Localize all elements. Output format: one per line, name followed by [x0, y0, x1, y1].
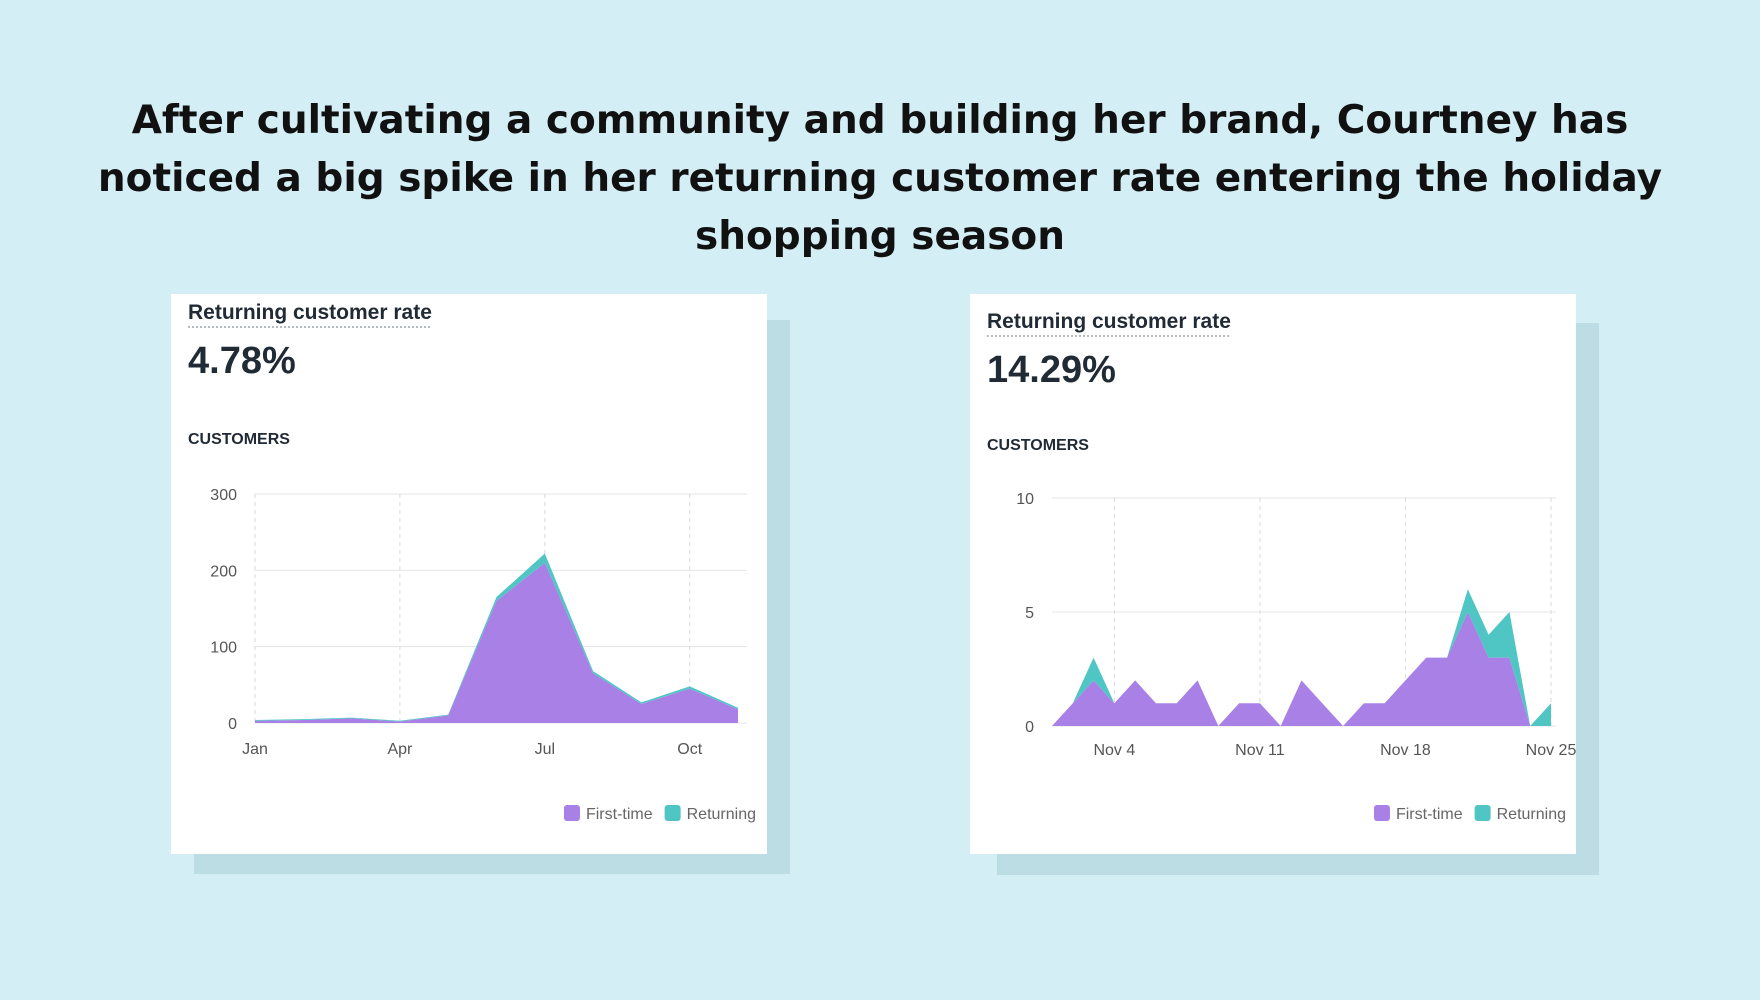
x-tick-label: Nov 18 — [1380, 742, 1431, 759]
area — [1052, 612, 1551, 726]
x-tick-label: Jul — [535, 741, 555, 758]
card-title: Returning customer rate — [188, 301, 432, 324]
legend-label: Returning — [1497, 806, 1566, 823]
card: Returning customer rate 14.29% CUSTOMERS 0 5… — [970, 294, 1576, 854]
chart: Returning customer rate 14.29% CUSTOMERS 0 5… — [987, 310, 1576, 823]
legend-swatch — [1373, 805, 1390, 821]
metric-value: 4.78% — [188, 340, 296, 382]
y-axis-label: CUSTOMERS — [987, 437, 1089, 454]
x-tick-label: Apr — [387, 741, 413, 758]
metric-value: 14.29% — [987, 349, 1116, 391]
chart: Returning customer rate 4.78% CUSTOMERS 0 10… — [188, 301, 756, 823]
legend-label: First-time — [586, 806, 653, 823]
y-tick-label: 10 — [1016, 491, 1034, 508]
legend-swatch — [664, 805, 681, 821]
x-tick-label: Nov 11 — [1235, 742, 1285, 759]
legend-swatch — [1474, 805, 1491, 821]
x-tick-label: Nov 4 — [1093, 742, 1135, 759]
y-tick-label: 300 — [210, 487, 237, 504]
y-tick-label: 200 — [210, 563, 237, 580]
headline: After cultivating a community and buildi… — [97, 98, 1663, 259]
legend-label: Returning — [687, 806, 756, 823]
y-tick-label: 0 — [1025, 719, 1034, 736]
x-tick-label: Oct — [677, 741, 702, 758]
y-axis-label: CUSTOMERS — [188, 431, 290, 448]
card: Returning customer rate 4.78% CUSTOMERS 0 10… — [171, 294, 767, 854]
x-tick-label: Jan — [242, 741, 268, 758]
legend-label: First-time — [1396, 806, 1463, 823]
card-title: Returning customer rate — [987, 310, 1231, 333]
y-tick-label: 0 — [228, 716, 237, 733]
y-tick-label: 100 — [210, 640, 237, 657]
y-tick-label: 5 — [1025, 605, 1034, 622]
area — [255, 562, 738, 723]
legend-swatch — [563, 805, 580, 821]
x-tick-label: Nov 25 — [1526, 742, 1576, 759]
